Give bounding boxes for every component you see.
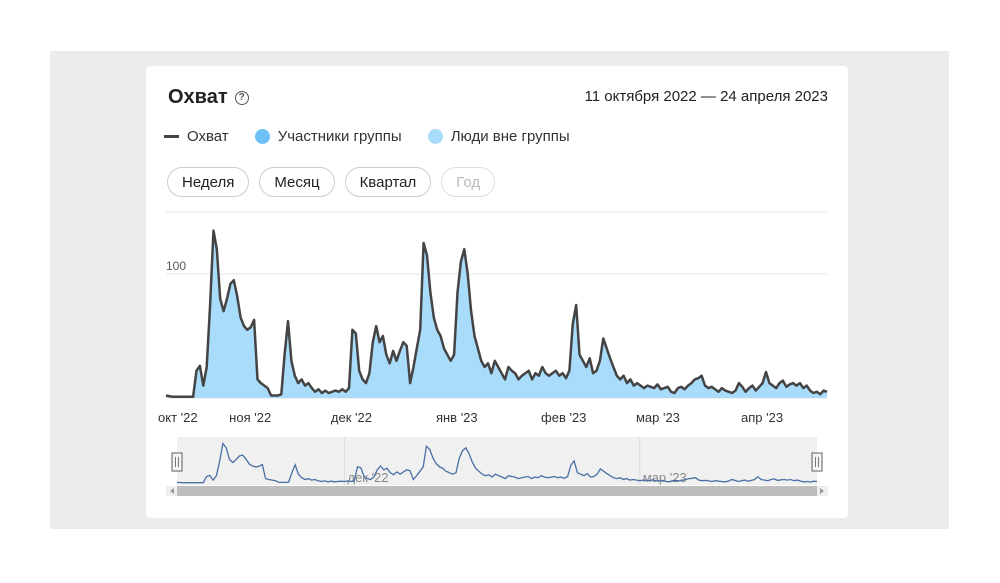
legend-label: Охват xyxy=(187,128,229,145)
navigator-selected-range xyxy=(177,437,817,485)
widget-title: Охват xyxy=(168,86,228,108)
navigator-scrollbar-thumb xyxy=(177,486,817,496)
period-selector: Неделя Месяц Квартал Год xyxy=(167,167,505,197)
scroll-left-arrow-icon xyxy=(170,488,174,494)
x-tick-label: ноя '22 xyxy=(229,410,271,425)
period-quarter-button[interactable]: Квартал xyxy=(344,167,432,197)
navigator-right-handle xyxy=(811,452,823,472)
navigator-series-line xyxy=(176,441,818,484)
period-year-button: Год xyxy=(441,167,496,197)
legend-item-non-members[interactable]: Люди вне группы xyxy=(427,128,570,145)
x-tick-label: янв '23 xyxy=(436,410,478,425)
widget-header: Охват ? xyxy=(168,86,249,109)
navigator-left-handle xyxy=(171,452,183,472)
navigator-tick-label: мар '23 xyxy=(643,470,687,485)
reach-widget: Охват ? 11 октября 2022 — 24 апреля 2023… xyxy=(146,66,848,518)
series-line-reach xyxy=(165,229,828,399)
x-tick-label: дек '22 xyxy=(331,410,372,425)
scroll-right-arrow-icon xyxy=(820,488,824,494)
question-circle-icon[interactable]: ? xyxy=(234,90,249,105)
legend-label: Участники группы xyxy=(277,128,402,145)
legend-line-swatch xyxy=(164,135,179,138)
chart-legend: Охват Участники группы Люди вне группы xyxy=(164,128,596,145)
range-navigator[interactable]: дек '22 мар '23 xyxy=(146,432,848,502)
legend-item-reach[interactable]: Охват xyxy=(164,128,229,145)
legend-dot-swatch xyxy=(427,129,443,144)
reach-area-chart[interactable]: 100 окт '22 ноя '22 дек '22 янв '23 фев '23 ма… xyxy=(146,206,848,476)
date-range: 11 октября 2022 — 24 апреля 2023 xyxy=(584,88,828,105)
legend-dot-swatch xyxy=(254,129,270,144)
legend-item-members[interactable]: Участники группы xyxy=(254,128,402,145)
x-tick-label: мар '23 xyxy=(636,410,680,425)
x-tick-label: окт '22 xyxy=(158,410,198,425)
period-month-button[interactable]: Месяц xyxy=(259,167,335,197)
x-tick-label: апр '23 xyxy=(741,410,783,425)
period-week-button[interactable]: Неделя xyxy=(167,167,250,197)
x-tick-label: фев '23 xyxy=(541,410,586,425)
navigator-tick-label: дек '22 xyxy=(347,470,388,485)
legend-label: Люди вне группы xyxy=(450,128,570,145)
area-non-members xyxy=(166,230,827,398)
y-tick-label: 100 xyxy=(166,259,186,273)
